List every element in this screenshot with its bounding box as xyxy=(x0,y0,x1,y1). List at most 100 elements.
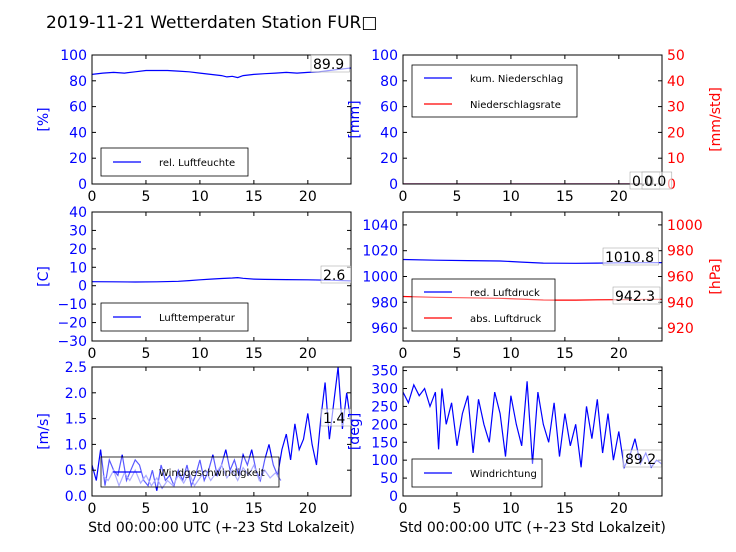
y2-tick-label: 10 xyxy=(667,151,685,167)
x-tick-label: 20 xyxy=(610,189,628,205)
x-tick-label: 20 xyxy=(299,501,317,517)
x-tick-label: 10 xyxy=(502,346,520,362)
plot-frame xyxy=(402,366,663,497)
y-axis-label: [deg] xyxy=(347,413,363,450)
y-tick-label: 0 xyxy=(389,177,398,193)
subplot-0: 0 5 10 15 20 0 20 40 60 80 100 [%] rel. Luftfeuchte 8… xyxy=(36,48,352,205)
x-tick-label: 5 xyxy=(141,346,150,362)
y-axis-label: [m/s] xyxy=(36,413,52,450)
y2-tick-label: 40 xyxy=(667,74,685,90)
x-tick-label: 15 xyxy=(556,189,574,205)
value-label-box xyxy=(320,265,352,284)
y2-tick-label: 980 xyxy=(667,244,694,260)
x-tick-label: 0 xyxy=(399,346,408,362)
y-tick-label: 80 xyxy=(69,74,87,90)
y-tick-label: 200 xyxy=(371,417,398,433)
series-line-2-0 xyxy=(92,276,351,283)
y-tick-label: 1.5 xyxy=(65,412,87,428)
y-tick-label: 1040 xyxy=(362,218,398,234)
y-tick-label: 0 xyxy=(78,279,87,295)
x-tick-label: 0 xyxy=(88,346,97,362)
x-tick-label: 10 xyxy=(191,346,209,362)
last-value-label: 89.2 xyxy=(625,452,656,468)
subplot-2: 0 5 10 15 20 −30 −20 −10 0 10 20 30 40 [C] Lufttempera… xyxy=(36,205,352,362)
subplot-3: 0 5 10 15 20 960 980 1000 1020 1040 920 940 960 980 10… xyxy=(362,211,724,362)
x-tick-label: 15 xyxy=(556,346,574,362)
value-label-box xyxy=(612,286,661,305)
y-tick-label: 40 xyxy=(380,125,398,141)
last-value-label: 89.9 xyxy=(313,57,344,73)
x-tick-label: 15 xyxy=(245,189,263,205)
plot-frame xyxy=(91,54,352,185)
x-tick-label: 15 xyxy=(245,346,263,362)
last-value-label: 1.4 xyxy=(323,411,345,427)
x-tick-label: 10 xyxy=(502,189,520,205)
x-tick-label: 5 xyxy=(452,346,461,362)
x-tick-label: 20 xyxy=(299,189,317,205)
x-tick-label: 10 xyxy=(191,501,209,517)
y2-tick-label: 20 xyxy=(667,125,685,141)
series-line-4-1 xyxy=(102,463,282,490)
x-tick-label: 5 xyxy=(452,501,461,517)
value-label-box xyxy=(310,54,350,73)
x-tick-label: 5 xyxy=(452,189,461,205)
y-tick-label: 20 xyxy=(69,151,87,167)
y-tick-label: 100 xyxy=(371,48,398,64)
y-tick-label: −10 xyxy=(57,297,87,313)
y-tick-label: 40 xyxy=(69,205,87,221)
figure-title: 2019-11-21 Wetterdaten Station FUR□ xyxy=(46,13,377,33)
x-tick-label: 20 xyxy=(299,346,317,362)
x-tick-label: 20 xyxy=(610,346,628,362)
y2-tick-label: 1000 xyxy=(667,218,703,234)
y-tick-label: 0 xyxy=(389,489,398,505)
y-tick-label: 150 xyxy=(371,435,398,451)
legend-box xyxy=(411,64,578,118)
value-label-box xyxy=(622,449,662,468)
x-tick-label: 10 xyxy=(191,189,209,205)
y-tick-label: 60 xyxy=(380,100,398,116)
y-tick-label: 2.0 xyxy=(65,386,87,402)
last-value-label: 942.3 xyxy=(615,289,655,305)
y-tick-label: −30 xyxy=(57,334,87,350)
series-line-0-0 xyxy=(92,67,351,79)
y2-tick-label: 960 xyxy=(667,270,694,286)
plot-frame xyxy=(402,54,663,185)
value-label-box xyxy=(641,171,673,190)
subplot-4: 0 5 10 15 20 0.0 0.5 1.0 1.5 2.0 2.5 [m/s] Std 00:00… xyxy=(36,360,355,536)
x-tick-label: 0 xyxy=(399,501,408,517)
y2-tick-label: 30 xyxy=(667,100,685,116)
last-value-label: 2.6 xyxy=(323,268,345,284)
last-value-label: 0.0 xyxy=(644,174,666,190)
legend-label: red. Luftdruck xyxy=(470,288,540,299)
y-axis-label: [mm] xyxy=(347,100,363,138)
x-tick-label: 5 xyxy=(141,501,150,517)
y2-axis-label: [hPa] xyxy=(708,258,724,294)
legend-label: Niederschlagsrate xyxy=(470,100,561,111)
y-tick-label: 20 xyxy=(69,242,87,258)
y2-tick-label: 940 xyxy=(667,295,694,311)
y-tick-label: 1000 xyxy=(362,270,398,286)
legend-label: rel. Luftfeuchte xyxy=(159,158,235,169)
y2-tick-label: 50 xyxy=(667,48,685,64)
y-axis-label: [C] xyxy=(36,266,52,287)
x-tick-label: 15 xyxy=(245,501,263,517)
last-value-label: 1010.8 xyxy=(605,250,654,266)
legend-label: Lufttemperatur xyxy=(159,313,236,324)
y-tick-label: 960 xyxy=(371,321,398,337)
value-label-box xyxy=(320,408,352,427)
y-tick-label: 350 xyxy=(371,364,398,380)
y-tick-label: 30 xyxy=(69,223,87,239)
x-tick-label: 0 xyxy=(88,501,97,517)
value-label-box xyxy=(602,247,659,266)
subplot-1: 0510152002040608010001020304050[mm][mm/s… xyxy=(347,48,724,205)
x-tick-label: 10 xyxy=(502,501,520,517)
y-tick-label: 10 xyxy=(69,260,87,276)
y-tick-label: 50 xyxy=(380,471,398,487)
y-tick-label: 2.5 xyxy=(65,360,87,376)
series-line-5-0 xyxy=(403,381,662,470)
y2-axis-label: [mm/std] xyxy=(708,87,724,152)
legend-box xyxy=(411,278,556,332)
